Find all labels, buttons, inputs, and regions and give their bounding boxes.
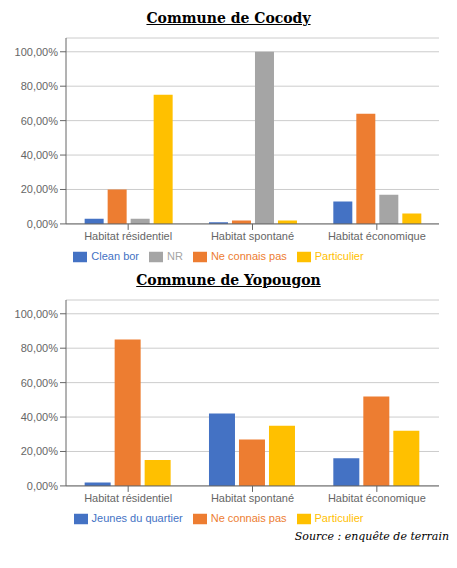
html-text:Source : enquête de terrain: Source : enquête de terrain: [294, 530, 449, 543]
html-text:Particulier: Particulier: [314, 249, 364, 262]
html-text:NR: NR: [167, 249, 183, 262]
svg-text:60,00%: 60,00%: [21, 115, 59, 127]
svg-text:Habitat spontané: Habitat spontané: [211, 230, 294, 242]
svg-text:Habitat résidentiel: Habitat résidentiel: [84, 492, 172, 504]
svg-text:40,00%: 40,00%: [21, 411, 59, 423]
svg-text:Habitat économique: Habitat économique: [328, 230, 426, 242]
svg-text:20,00%: 20,00%: [21, 445, 59, 457]
html-text:Ne connais pas: Ne connais pas: [210, 249, 287, 262]
svg-text:80,00%: 80,00%: [21, 342, 59, 354]
svg-text:0,00%: 0,00%: [27, 480, 58, 492]
svg-text:Habitat spontané: Habitat spontané: [211, 492, 294, 504]
svg-text:100,00%: 100,00%: [15, 308, 59, 320]
svg-text:Habitat résidentiel: Habitat résidentiel: [84, 230, 172, 242]
html-text:Commune de Cocody: Commune de Cocody: [146, 10, 311, 26]
svg-text:100,00%: 100,00%: [15, 46, 59, 58]
html-text:Particulier: Particulier: [314, 511, 364, 524]
svg-text:20,00%: 20,00%: [21, 183, 59, 195]
svg-text:80,00%: 80,00%: [21, 80, 59, 92]
svg-text:0,00%: 0,00%: [27, 218, 58, 230]
svg-text:60,00%: 60,00%: [21, 377, 59, 389]
html-text:Jeunes du quartier: Jeunes du quartier: [91, 511, 183, 524]
svg-text:40,00%: 40,00%: [21, 149, 59, 161]
html-text:Clean bor: Clean bor: [91, 249, 139, 262]
svg-text:Habitat économique: Habitat économique: [328, 492, 426, 504]
html-text:Commune de Yopougon: Commune de Yopougon: [136, 272, 321, 288]
html-text:Ne connais pas: Ne connais pas: [210, 511, 287, 524]
